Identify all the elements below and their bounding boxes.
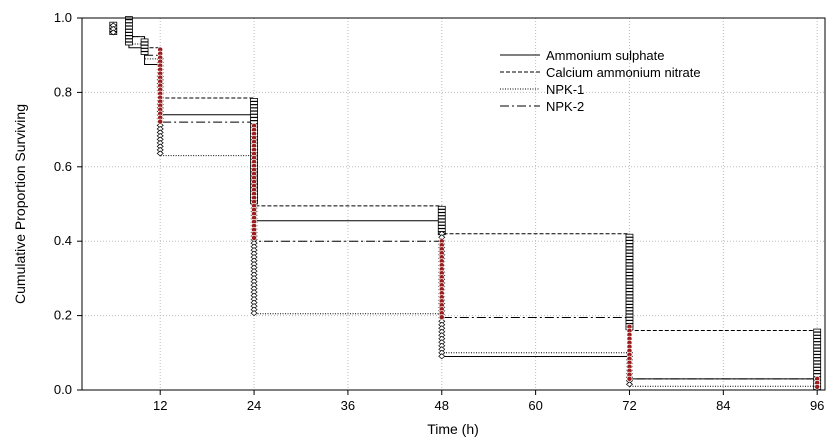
x-tick-label-2: 36 [341,398,355,413]
y-tick-label-4: 0.8 [54,84,72,99]
censor-marker-layer [109,16,822,390]
legend-label-3: NPK-2 [546,99,584,114]
x-tick-label-0: 12 [153,398,167,413]
legend-label-1: Calcium ammonium nitrate [546,65,701,80]
y-tick-label-1: 0.2 [54,308,72,323]
y-tick-label-2: 0.4 [54,233,72,248]
x-tick-label-6: 84 [716,398,730,413]
censor-markers-circle-16 [814,375,821,390]
plot-frame [81,17,826,391]
y-tick-label-3: 0.6 [54,159,72,174]
x-tick-label-1: 24 [247,398,261,413]
censor-markers-square-1 [125,16,133,46]
censor-markers-square-5 [625,233,634,331]
censor-markers-square-2 [140,38,149,55]
censor-markers-diamond-11 [109,22,117,36]
legend: Ammonium sulphate Calcium ammonium nitrat… [500,48,701,114]
censor-markers-circle-14 [438,238,445,321]
legend-label-2: NPK-1 [546,82,584,97]
y-axis: 0.0 0.2 0.4 0.6 0.8 1.0 [54,10,82,397]
x-tick-label-3: 48 [435,398,449,413]
x-tick-label-7: 96 [810,398,824,413]
y-tick-label-0: 0.0 [54,382,72,397]
censor-markers-circle-15 [626,323,633,382]
legend-label-0: Ammonium sulphate [546,48,665,63]
x-axis: 12 24 36 48 60 72 84 96 [153,390,824,413]
x-tick-label-4: 60 [528,398,542,413]
y-axis-title: Cumulative Proportion Surviving [12,104,28,304]
censor-markers-circle-13 [251,122,258,241]
censor-markers-square-4 [437,205,446,236]
y-tick-label-5: 1.0 [54,10,72,25]
x-tick-label-5: 72 [622,398,636,413]
plot-background [82,18,825,390]
censor-markers-circle-12 [157,46,164,125]
grid [82,18,825,390]
x-axis-title: Time (h) [427,421,479,437]
